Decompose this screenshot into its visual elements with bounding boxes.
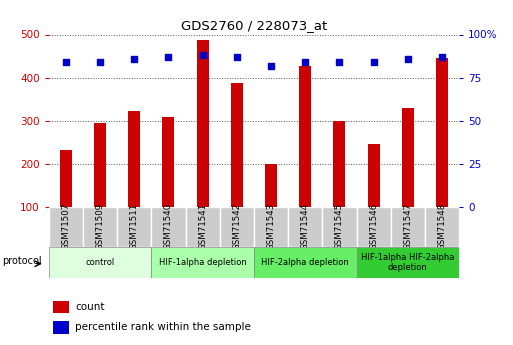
Point xyxy=(96,59,104,65)
Bar xyxy=(254,247,357,278)
Bar xyxy=(333,121,345,207)
Bar xyxy=(53,321,69,334)
Point xyxy=(62,59,70,65)
Text: GSM71511: GSM71511 xyxy=(130,203,139,250)
Point xyxy=(164,54,172,60)
Bar xyxy=(357,207,391,247)
Bar xyxy=(128,111,140,207)
Bar xyxy=(83,207,117,247)
Bar xyxy=(322,207,357,247)
Text: GSM71509: GSM71509 xyxy=(95,203,105,250)
Bar xyxy=(196,40,209,207)
Point xyxy=(301,59,309,65)
Bar xyxy=(186,207,220,247)
Text: HIF-2alpha depletion: HIF-2alpha depletion xyxy=(261,258,349,267)
Text: count: count xyxy=(75,302,105,312)
Point xyxy=(233,54,241,60)
Point xyxy=(336,59,344,65)
Text: percentile rank within the sample: percentile rank within the sample xyxy=(75,322,251,332)
Bar xyxy=(391,207,425,247)
Bar xyxy=(94,123,106,207)
Text: GSM71541: GSM71541 xyxy=(198,203,207,250)
Point xyxy=(438,54,446,60)
Bar xyxy=(288,207,322,247)
Point xyxy=(404,56,412,61)
Bar xyxy=(254,207,288,247)
Title: GDS2760 / 228073_at: GDS2760 / 228073_at xyxy=(181,19,327,32)
Bar xyxy=(436,58,448,207)
Text: GSM71547: GSM71547 xyxy=(403,203,412,250)
Bar xyxy=(220,207,254,247)
Text: GSM71546: GSM71546 xyxy=(369,203,378,250)
Bar xyxy=(53,301,69,313)
Text: HIF-1alpha HIF-2alpha
depletion: HIF-1alpha HIF-2alpha depletion xyxy=(361,253,455,272)
Text: GSM71545: GSM71545 xyxy=(335,203,344,250)
Text: GSM71544: GSM71544 xyxy=(301,203,310,250)
Text: GSM71548: GSM71548 xyxy=(438,203,446,250)
Bar xyxy=(151,247,254,278)
Bar xyxy=(49,207,83,247)
Bar xyxy=(231,83,243,207)
Bar xyxy=(425,207,459,247)
Text: control: control xyxy=(85,258,115,267)
Bar xyxy=(357,247,459,278)
Bar xyxy=(60,150,72,207)
Text: HIF-1alpha depletion: HIF-1alpha depletion xyxy=(159,258,247,267)
Text: GSM71507: GSM71507 xyxy=(62,203,70,250)
Point xyxy=(199,52,207,58)
Text: protocol: protocol xyxy=(3,256,42,266)
Bar xyxy=(265,164,277,207)
Point xyxy=(130,56,139,61)
Bar xyxy=(117,207,151,247)
Bar xyxy=(402,108,414,207)
Bar xyxy=(49,247,151,278)
Point xyxy=(267,63,275,68)
Bar xyxy=(368,144,380,207)
Text: GSM71543: GSM71543 xyxy=(267,203,275,250)
Text: GSM71542: GSM71542 xyxy=(232,203,241,250)
Bar xyxy=(299,66,311,207)
Bar xyxy=(151,207,186,247)
Bar xyxy=(163,117,174,207)
Point xyxy=(369,59,378,65)
Text: GSM71540: GSM71540 xyxy=(164,203,173,250)
